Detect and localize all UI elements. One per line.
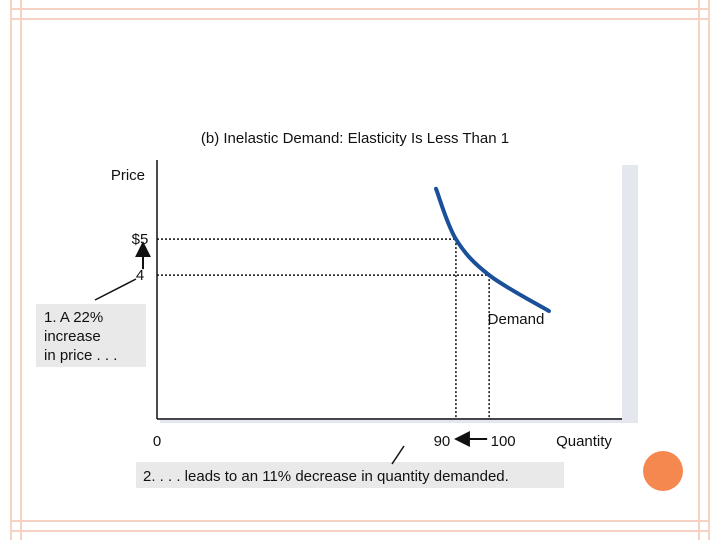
origin-label: 0 — [153, 433, 161, 450]
price-note-leader — [94, 278, 137, 301]
price-note-line-2: increase — [44, 328, 101, 345]
y-axis-label: Price — [111, 167, 145, 184]
orange-circle-decoration — [643, 451, 683, 491]
slide-frame-bottom — [10, 520, 710, 532]
plot-panel — [156, 160, 622, 418]
demand-curve — [434, 186, 551, 314]
price-note-box — [36, 304, 146, 367]
x-tick-label: 90 — [434, 433, 451, 450]
price-note-line-3: in price . . . — [44, 347, 117, 364]
quantity-note-leader — [391, 445, 405, 465]
x-axis-label: Quantity — [556, 433, 612, 450]
y-tick-label: 4 — [136, 267, 144, 284]
y-tick-label: $5 — [132, 231, 149, 248]
series-label-demand: Demand — [488, 311, 545, 328]
quantity-note-box — [136, 462, 564, 488]
x-tick-label: 100 — [491, 433, 516, 450]
price-note-line-1: 1. A 22% — [44, 309, 103, 326]
dotted-guide-lines — [157, 238, 490, 419]
chart-title: (b) Inelastic Demand: Elasticity Is Less… — [201, 130, 509, 147]
slide-frame-right — [698, 0, 710, 540]
quantity-note: 2. . . . leads to an 11% decrease in qua… — [143, 468, 509, 485]
slide-frame-top — [10, 8, 710, 20]
slide-frame-left — [10, 0, 22, 540]
